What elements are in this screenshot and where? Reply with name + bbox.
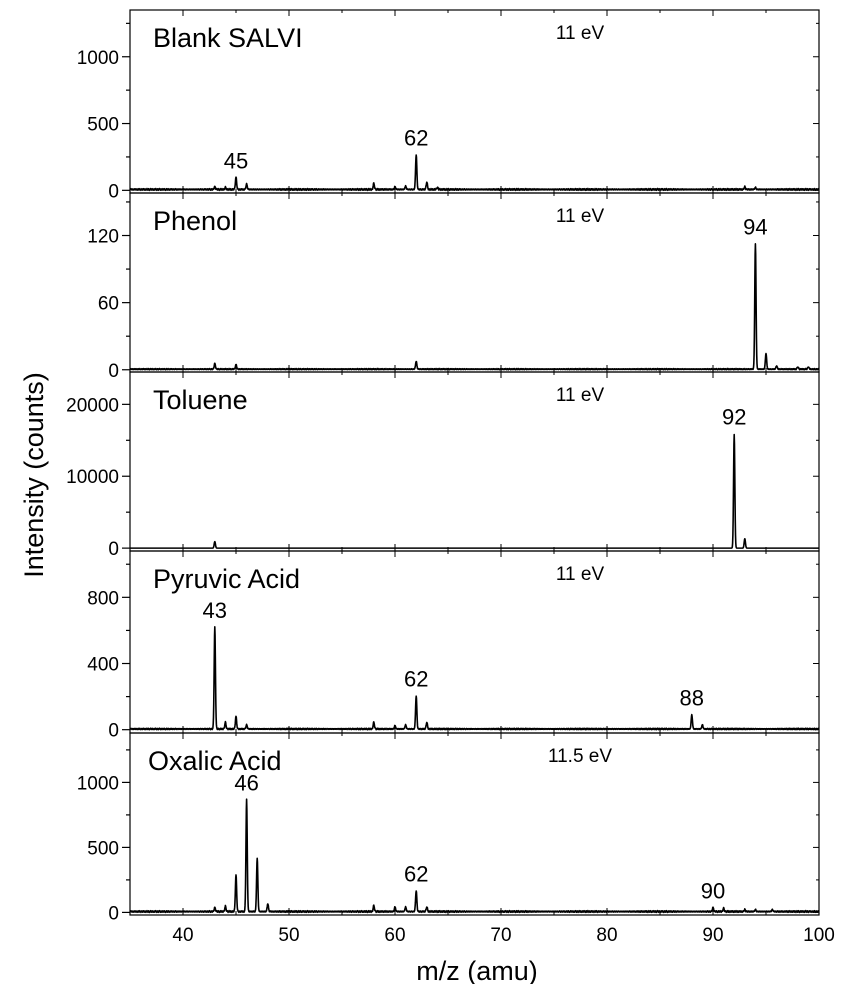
- panel-3: 0 400 800 Pyruvic Acid 11 eV 43 62 88: [87, 550, 820, 742]
- spectrum-line: [129, 154, 820, 192]
- y-tick-label: 800: [87, 588, 119, 609]
- spectrum-line: [129, 433, 820, 549]
- y-axis-title: Intensity (counts): [19, 372, 49, 578]
- spectrum-line: [129, 243, 820, 371]
- energy-label: 11.5 eV: [548, 746, 612, 767]
- panel-title: Oxalic Acid: [148, 746, 282, 776]
- y-tick-label: 1000: [77, 773, 119, 794]
- y-tick-label: 500: [87, 838, 119, 859]
- peak-label: 62: [404, 667, 428, 692]
- x-tick-label: 50: [278, 925, 299, 946]
- peak-label: 43: [203, 598, 227, 623]
- y-tick-label: 120: [87, 227, 119, 248]
- spectrum-line: [129, 626, 820, 731]
- panel-4: 0 500 1000 Oxalic Acid 11.5 eV 46 62 90 40 50 60 70…: [77, 732, 835, 946]
- peak-label: 45: [224, 148, 248, 173]
- energy-label: 11 eV: [556, 385, 605, 406]
- x-tick-label: 60: [384, 925, 405, 946]
- y-tick-label: 0: [108, 539, 119, 560]
- panel-0: 0 500 1000 Blank SALVI 11 eV 45 62: [77, 9, 820, 202]
- y-tick-label: 20000: [66, 395, 119, 416]
- panel-title: Pyruvic Acid: [153, 564, 300, 594]
- y-tick-label: 400: [87, 655, 119, 676]
- y-tick-label: 0: [108, 361, 119, 382]
- peak-label: 62: [404, 126, 428, 151]
- spectrum-line: [129, 798, 820, 914]
- y-tick-label: 0: [108, 721, 119, 742]
- panel-2: 0 10000 20000 Toluene 11 eV 92: [66, 371, 820, 560]
- panel-frame: [129, 732, 820, 916]
- y-tick-label: 10000: [66, 467, 119, 488]
- y-tick-label: 0: [108, 903, 119, 924]
- peak-label: 92: [722, 405, 746, 430]
- y-tick-label: 1000: [77, 48, 119, 69]
- peak-label: 94: [743, 214, 767, 239]
- peak-label: 88: [680, 686, 704, 711]
- peak-label: 90: [701, 879, 725, 904]
- y-tick-label: 500: [87, 115, 119, 136]
- peak-label: 62: [404, 862, 428, 887]
- x-tick-label: 90: [702, 925, 723, 946]
- energy-label: 11 eV: [556, 206, 605, 227]
- peak-label: 46: [234, 771, 258, 796]
- y-tick-label: 60: [98, 294, 119, 315]
- x-axis-title: m/z (amu): [416, 956, 538, 984]
- energy-label: 11 eV: [556, 23, 605, 44]
- energy-label: 11 eV: [556, 564, 605, 585]
- x-tick-label: 80: [596, 925, 617, 946]
- x-tick-label: 70: [490, 925, 511, 946]
- y-tick-label: 0: [108, 181, 119, 202]
- panel-1: 0 60 120 Phenol 11 eV 94: [87, 192, 820, 382]
- x-tick-label: 40: [172, 925, 193, 946]
- panel-title: Toluene: [153, 385, 248, 415]
- panel-title: Blank SALVI: [153, 23, 303, 53]
- panel-title: Phenol: [153, 206, 237, 236]
- x-tick-label: 100: [803, 925, 835, 946]
